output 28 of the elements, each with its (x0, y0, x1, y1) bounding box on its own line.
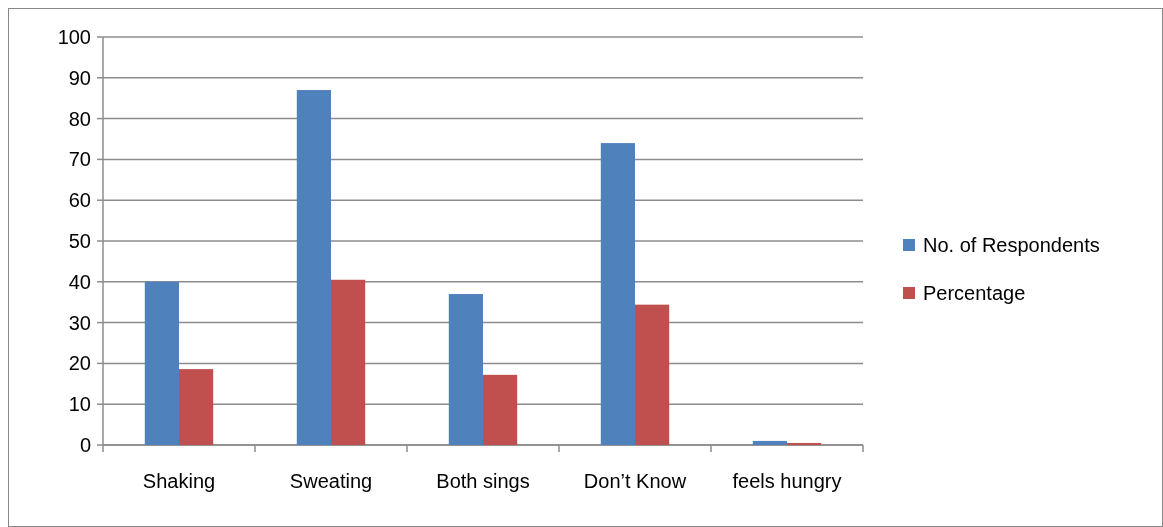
y-tick-label: 100 (57, 26, 91, 48)
bar (179, 369, 214, 445)
x-tick-label: Both sings (436, 470, 530, 492)
y-tick-label: 90 (68, 66, 91, 89)
x-tick-label: Don’t Know (583, 470, 687, 492)
y-tick-label: 60 (68, 189, 91, 212)
x-tick-label: Shaking (142, 470, 216, 492)
legend-label: No. of Respondents (923, 234, 1100, 256)
y-tick-label: 70 (68, 148, 91, 171)
y-tick-label: 0 (79, 434, 91, 456)
x-tick-label: feels hungry (732, 470, 842, 492)
bar (752, 440, 787, 445)
x-tick-label: Sweating (289, 470, 373, 492)
bar (635, 304, 670, 445)
bar (144, 281, 179, 445)
y-tick-label: 40 (68, 270, 91, 293)
y-tick-label: 50 (68, 230, 91, 252)
y-tick-label: 80 (68, 107, 91, 130)
bar (483, 374, 518, 445)
bar (448, 294, 483, 445)
y-tick-label: 10 (68, 393, 91, 416)
y-tick-label: 30 (68, 311, 91, 334)
bar (787, 442, 822, 445)
legend-label: Percentage (923, 282, 1026, 304)
bar (331, 279, 366, 445)
bar (296, 90, 331, 445)
bar (600, 143, 635, 445)
y-tick-label: 20 (68, 352, 91, 375)
